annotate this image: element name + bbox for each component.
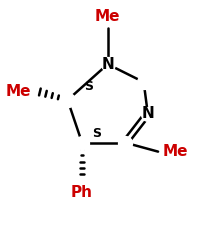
- Text: Ph: Ph: [71, 185, 93, 200]
- Text: Me: Me: [95, 9, 120, 24]
- Text: Me: Me: [5, 84, 31, 99]
- Text: N: N: [101, 57, 114, 72]
- Text: Me: Me: [162, 144, 188, 159]
- Text: S: S: [84, 80, 93, 93]
- Text: S: S: [92, 127, 101, 140]
- Text: N: N: [141, 106, 154, 121]
